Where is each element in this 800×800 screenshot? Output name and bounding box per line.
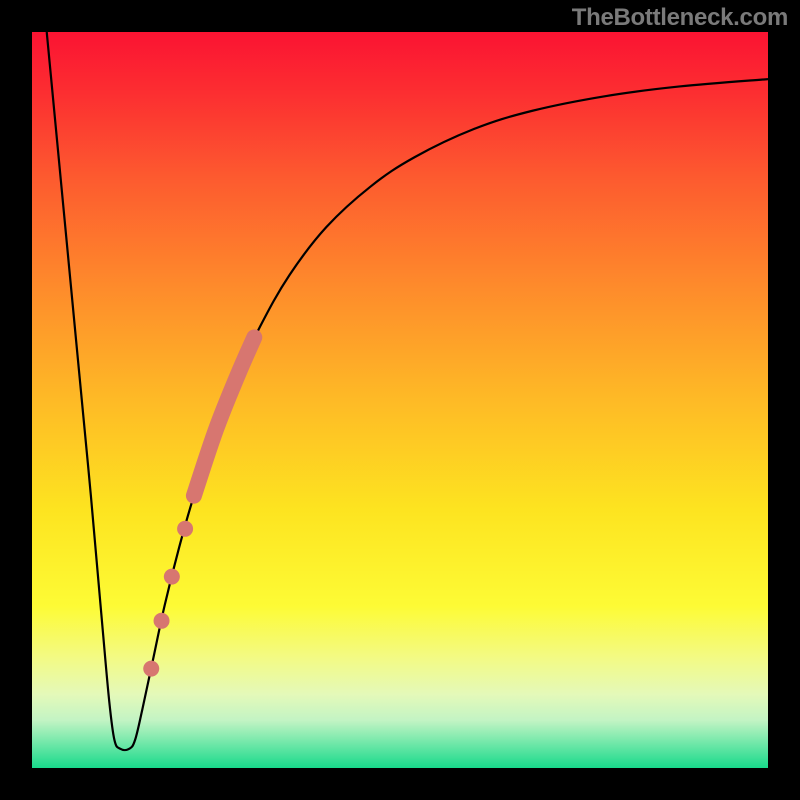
chart-container: TheBottleneck.com bbox=[0, 0, 800, 800]
data-point-marker bbox=[177, 521, 193, 537]
data-point-marker bbox=[143, 661, 159, 677]
watermark-text: TheBottleneck.com bbox=[572, 4, 788, 32]
data-point-marker bbox=[154, 613, 170, 629]
plot-background-gradient bbox=[32, 32, 768, 768]
bottleneck-curve-chart bbox=[0, 0, 800, 800]
data-point-marker bbox=[164, 569, 180, 585]
